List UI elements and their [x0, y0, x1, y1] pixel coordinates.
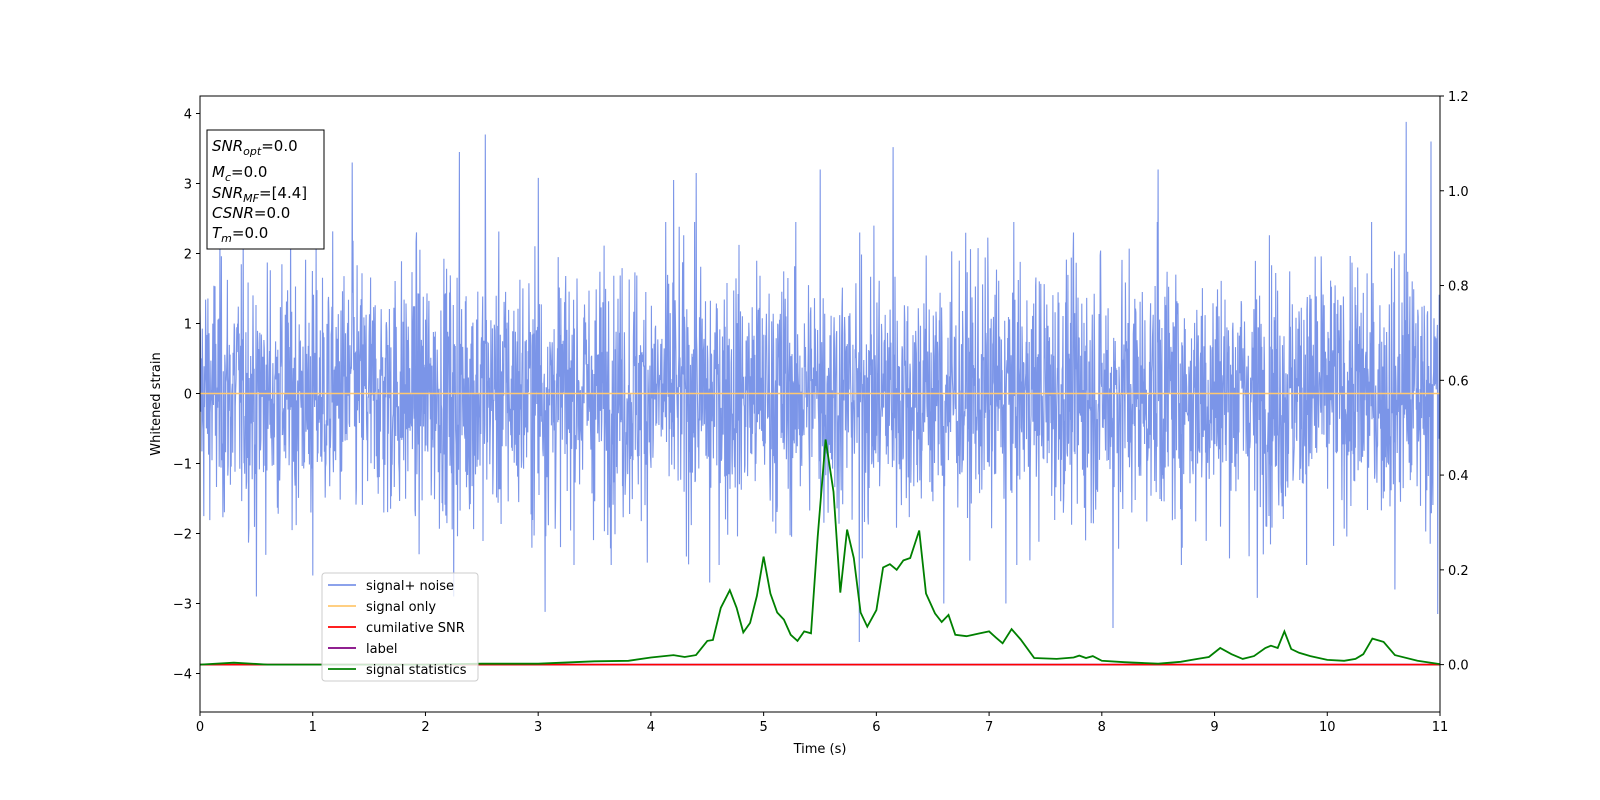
legend-label: cumilative SNR — [366, 621, 465, 636]
y-tick-label: −2 — [173, 528, 192, 543]
info-box-value: =0.0 — [261, 137, 297, 155]
y-axis-right: 1.2 1.0 0.8 0.6 0.4 0.2 0.0 — [1440, 90, 1469, 674]
y-axis-label: Whitened strain — [149, 352, 164, 455]
x-tick-label: 6 — [872, 720, 880, 735]
y2-tick-label: 1.2 — [1448, 90, 1469, 105]
info-box-line: Mc=0.0 — [212, 163, 267, 184]
x-tick-label: 3 — [534, 720, 542, 735]
noise-trace — [200, 121, 1440, 643]
axes-frame — [199, 95, 1441, 713]
y-tick-label: 1 — [184, 318, 192, 333]
x-tick-label: 5 — [759, 720, 767, 735]
info-box-line: CSNR=0.0 — [212, 204, 290, 222]
x-axis: 0 1 2 3 4 5 6 7 8 9 10 11 — [196, 712, 1448, 735]
y2-tick-label: 0.4 — [1448, 469, 1469, 484]
info-box-symbol: SNR — [212, 137, 243, 155]
info-box-symbol: M — [212, 163, 225, 181]
info-box-value: =0.0 — [254, 204, 290, 222]
y2-tick-label: 0.2 — [1448, 564, 1469, 579]
y-tick-label: 3 — [184, 178, 192, 193]
info-box-value: =0.0 — [231, 163, 267, 181]
x-tick-label: 7 — [985, 720, 993, 735]
info-box-subscript: m — [221, 232, 232, 245]
info-box-line: SNRopt=0.0 — [212, 137, 298, 158]
legend-frame — [321, 572, 479, 682]
info-box-symbol: CSNR — [212, 204, 254, 222]
x-tick-label: 0 — [196, 720, 204, 735]
y-tick-label: −4 — [173, 668, 192, 683]
legend-label: signal statistics — [366, 663, 467, 678]
info-box-subscript: c — [225, 171, 231, 184]
x-tick-label: 4 — [647, 720, 655, 735]
legend-label: signal+ noise — [366, 579, 454, 594]
y2-tick-label: 0.0 — [1448, 659, 1469, 674]
y-axis-left: 4 3 2 1 0 −1 −2 −3 −4 — [173, 108, 200, 683]
info-box-line: SNRMF=[4.4] — [212, 184, 307, 205]
x-tick-label: 1 — [309, 720, 317, 735]
y-tick-label: 0 — [184, 388, 192, 403]
y2-tick-label: 0.6 — [1448, 374, 1469, 389]
y2-tick-label: 0.8 — [1448, 280, 1469, 295]
series-signal-noise — [200, 121, 1440, 643]
info-box-frame — [206, 129, 325, 250]
info-box-subscript: MF — [243, 192, 259, 205]
y-tick-label: 4 — [184, 108, 192, 123]
legend-label: label — [366, 642, 397, 657]
x-tick-label: 2 — [421, 720, 429, 735]
x-tick-label: 8 — [1098, 720, 1106, 735]
x-axis-label: Time (s) — [793, 742, 847, 757]
info-box-value: =0.0 — [232, 224, 268, 242]
x-tick-label: 10 — [1319, 720, 1336, 735]
x-tick-label: 11 — [1432, 720, 1449, 735]
info-box: SNRopt=0.0Mc=0.0SNRMF=[4.4]CSNR=0.0Tm=0.… — [206, 129, 325, 250]
legend: signal+ noise signal only cumilative SNR la… — [321, 572, 479, 682]
info-box-symbol: T — [212, 224, 223, 242]
y-tick-label: −3 — [173, 598, 192, 613]
info-box-value: =[4.4] — [259, 184, 307, 202]
y-tick-label: −1 — [173, 458, 192, 473]
x-tick-label: 9 — [1210, 720, 1218, 735]
info-box-line: Tm=0.0 — [212, 224, 268, 245]
legend-label: signal only — [366, 600, 436, 615]
y-tick-label: 2 — [184, 248, 192, 263]
info-box-subscript: opt — [243, 145, 262, 158]
info-box-symbol: SNR — [212, 184, 243, 202]
y2-tick-label: 1.0 — [1448, 185, 1469, 200]
series-signal-statistics-line — [200, 439, 1440, 666]
